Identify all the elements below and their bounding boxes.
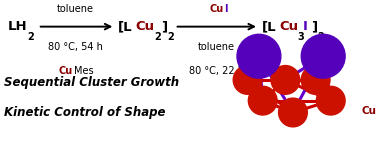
Text: Cu: Cu	[59, 66, 73, 76]
Text: ]: ]	[161, 20, 167, 33]
Text: Cu: Cu	[361, 106, 376, 116]
Ellipse shape	[271, 66, 300, 94]
Text: Sequential Cluster Growth: Sequential Cluster Growth	[4, 76, 179, 89]
Text: ]: ]	[311, 20, 317, 33]
Text: 2: 2	[154, 32, 161, 42]
Text: 3: 3	[298, 32, 305, 42]
Text: LH: LH	[8, 20, 27, 33]
Text: I: I	[286, 85, 290, 95]
Text: toluene: toluene	[198, 42, 235, 52]
Ellipse shape	[233, 66, 262, 94]
Text: 80 °C, 22 h: 80 °C, 22 h	[189, 66, 244, 76]
Ellipse shape	[301, 34, 345, 78]
Text: 80 °C, 54 h: 80 °C, 54 h	[48, 42, 103, 52]
Ellipse shape	[279, 98, 307, 127]
Text: [L: [L	[262, 20, 277, 33]
Text: Kinetic Control of Shape: Kinetic Control of Shape	[4, 106, 165, 119]
Text: 2: 2	[318, 32, 324, 42]
Ellipse shape	[301, 66, 330, 94]
Text: Mes: Mes	[74, 66, 93, 76]
Ellipse shape	[237, 34, 281, 78]
Text: toluene: toluene	[57, 4, 94, 14]
Text: 2: 2	[167, 32, 174, 42]
Ellipse shape	[248, 86, 277, 115]
Text: Cu: Cu	[279, 20, 298, 33]
Text: 2: 2	[27, 32, 34, 42]
Text: Cu: Cu	[209, 4, 223, 14]
Ellipse shape	[316, 86, 345, 115]
Text: Cu: Cu	[135, 20, 155, 33]
Text: I: I	[225, 4, 228, 14]
Text: I: I	[303, 20, 308, 33]
Text: [L: [L	[118, 20, 133, 33]
